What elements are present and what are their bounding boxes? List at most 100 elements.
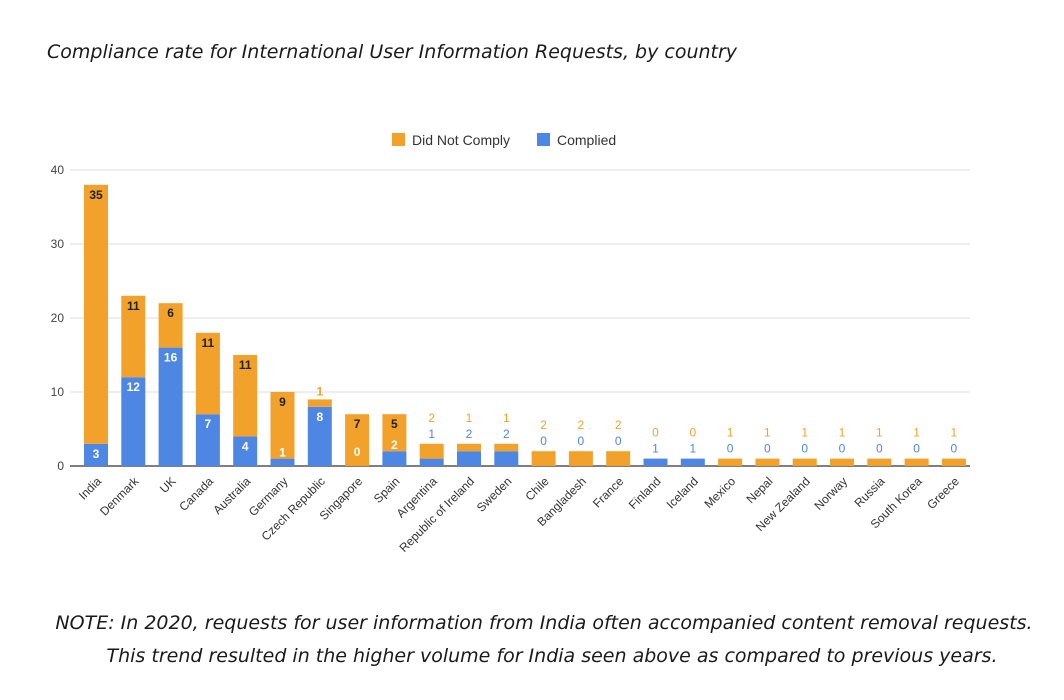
data-label-complied: 0 bbox=[876, 442, 883, 456]
bar-did-not-comply bbox=[755, 458, 780, 466]
data-label-complied: 4 bbox=[242, 439, 249, 453]
note-line-2: This trend resulted in the higher volume… bbox=[106, 645, 998, 667]
data-label-complied: 1 bbox=[689, 442, 696, 456]
data-label-did-not-comply: 0 bbox=[689, 426, 696, 440]
bar-did-not-comply bbox=[121, 295, 146, 378]
x-tick-label: Finland bbox=[626, 474, 664, 512]
data-label-complied: 0 bbox=[540, 434, 547, 448]
bar-complied bbox=[457, 451, 481, 466]
bar-did-not-comply bbox=[792, 458, 817, 466]
data-label-complied: 1 bbox=[428, 427, 435, 441]
legend-swatch-did-not-comply bbox=[392, 133, 405, 146]
data-label-did-not-comply: 1 bbox=[727, 426, 734, 440]
data-label-complied: 0 bbox=[354, 445, 361, 459]
data-label-complied: 16 bbox=[164, 351, 178, 365]
data-label-did-not-comply: 2 bbox=[428, 411, 435, 425]
bar-did-not-comply bbox=[233, 355, 258, 437]
x-tick-label: UK bbox=[157, 474, 179, 496]
data-label-complied: 0 bbox=[801, 442, 808, 456]
data-label-did-not-comply: 1 bbox=[764, 426, 771, 440]
bar-did-not-comply bbox=[158, 303, 183, 348]
data-label-complied: 0 bbox=[764, 442, 771, 456]
bar-did-not-comply bbox=[867, 458, 892, 466]
x-tick-label: Nepal bbox=[743, 474, 775, 506]
legend-label-did-not-comply: Did Not Comply bbox=[412, 132, 510, 148]
bar-did-not-comply bbox=[195, 332, 220, 415]
y-tick-label: 10 bbox=[51, 385, 65, 399]
data-label-complied: 1 bbox=[279, 446, 286, 460]
bar-complied bbox=[84, 443, 108, 466]
data-label-did-not-comply: 1 bbox=[503, 411, 510, 425]
x-tick-label: India bbox=[76, 474, 105, 503]
data-label-complied: 0 bbox=[578, 434, 585, 448]
bar-complied bbox=[419, 458, 444, 466]
y-tick-label: 0 bbox=[57, 459, 64, 473]
data-label-did-not-comply: 1 bbox=[466, 411, 473, 425]
bar-did-not-comply bbox=[904, 458, 929, 466]
data-label-did-not-comply: 6 bbox=[167, 306, 174, 320]
bar-did-not-comply bbox=[830, 458, 854, 466]
data-label-did-not-comply: 1 bbox=[951, 426, 958, 440]
x-tick-label: Norway bbox=[811, 474, 850, 513]
bar-complied bbox=[382, 451, 407, 466]
x-tick-label: Greece bbox=[924, 474, 962, 512]
data-label-complied: 7 bbox=[205, 417, 212, 431]
data-label-complied: 2 bbox=[503, 427, 510, 441]
data-label-complied: 8 bbox=[316, 410, 323, 424]
bar-did-not-comply bbox=[419, 443, 444, 459]
bar-complied bbox=[121, 377, 146, 466]
y-tick-label: 30 bbox=[51, 237, 65, 251]
bar-did-not-comply bbox=[307, 399, 332, 407]
data-label-did-not-comply: 11 bbox=[239, 358, 252, 372]
bar-did-not-comply bbox=[941, 458, 966, 466]
bar-complied bbox=[195, 414, 220, 466]
x-tick-label: Russia bbox=[852, 474, 888, 510]
bar-did-not-comply bbox=[382, 414, 407, 452]
data-label-did-not-comply: 2 bbox=[615, 418, 622, 432]
x-tick-label: France bbox=[590, 474, 627, 511]
data-label-did-not-comply: 2 bbox=[540, 418, 547, 432]
data-label-did-not-comply: 7 bbox=[354, 417, 361, 431]
legend-swatch-complied bbox=[537, 133, 550, 146]
data-label-complied: 0 bbox=[951, 442, 958, 456]
bar-did-not-comply bbox=[494, 443, 519, 452]
data-label-did-not-comply: 1 bbox=[316, 384, 323, 398]
data-label-complied: 3 bbox=[93, 447, 100, 461]
bar-did-not-comply bbox=[606, 451, 631, 466]
bar-did-not-comply bbox=[345, 414, 370, 466]
bar-did-not-comply bbox=[84, 184, 108, 444]
data-label-did-not-comply: 35 bbox=[89, 188, 103, 202]
data-label-complied: 2 bbox=[466, 427, 473, 441]
data-label-did-not-comply: 1 bbox=[839, 426, 846, 440]
x-tick-label: Iceland bbox=[664, 474, 701, 511]
legend-label-complied: Complied bbox=[557, 132, 616, 148]
data-label-did-not-comply: 9 bbox=[279, 395, 286, 409]
data-label-did-not-comply: 11 bbox=[202, 336, 215, 350]
bar-did-not-comply bbox=[568, 451, 593, 466]
data-label-complied: 2 bbox=[391, 438, 398, 452]
bar-did-not-comply bbox=[270, 392, 295, 459]
bar-did-not-comply bbox=[718, 458, 743, 466]
data-label-did-not-comply: 1 bbox=[913, 426, 920, 440]
data-label-complied: 0 bbox=[615, 434, 622, 448]
data-label-did-not-comply: 1 bbox=[801, 426, 808, 440]
x-tick-label: Mexico bbox=[701, 474, 738, 511]
bar-did-not-comply bbox=[531, 451, 556, 466]
x-tick-label: Denmark bbox=[97, 474, 142, 519]
x-tick-label: Sweden bbox=[474, 474, 515, 515]
bar-complied bbox=[643, 458, 668, 466]
data-label-did-not-comply: 1 bbox=[876, 426, 883, 440]
y-tick-label: 40 bbox=[51, 163, 65, 177]
bar-complied bbox=[158, 347, 183, 466]
x-tick-label: Chile bbox=[522, 474, 551, 503]
data-label-did-not-comply: 0 bbox=[652, 426, 659, 440]
data-label-complied: 12 bbox=[127, 380, 141, 394]
y-tick-label: 20 bbox=[51, 311, 65, 325]
note-line-1: NOTE: In 2020, requests for user informa… bbox=[55, 612, 1033, 634]
data-label-did-not-comply: 11 bbox=[127, 299, 140, 313]
bar-complied bbox=[680, 458, 705, 466]
data-label-did-not-comply: 2 bbox=[578, 418, 585, 432]
data-label-complied: 0 bbox=[913, 442, 920, 456]
bar-complied bbox=[494, 451, 519, 466]
